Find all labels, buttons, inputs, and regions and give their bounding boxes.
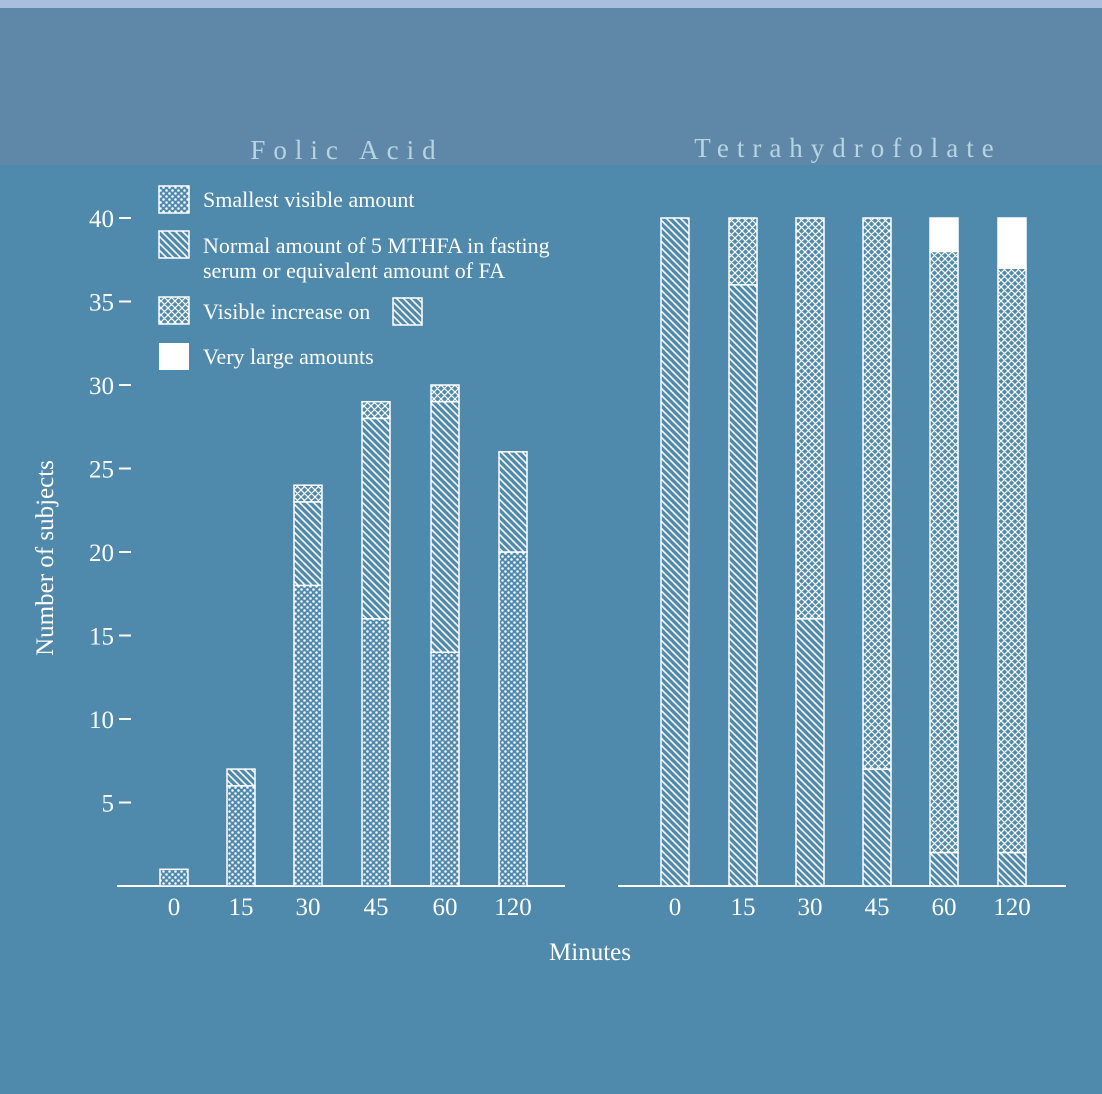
legend-swatch-cross [158, 296, 190, 325]
legend-label-cross: Visible increase on [203, 299, 370, 324]
x-tick-label-1-120: 120 [494, 894, 532, 921]
legend-item-solid: Very large amounts [159, 343, 374, 370]
x-tick-label-1-45: 45 [364, 894, 389, 921]
bars [159, 217, 1027, 887]
y-tick-label-20: 20 [89, 540, 114, 567]
bar-1-15-dots [226, 785, 256, 887]
bar-1-45-hatch [361, 417, 391, 620]
bar-1-30-cross [293, 484, 323, 503]
y-tick-label-40: 40 [89, 206, 114, 233]
legend: Smallest visible amount Normal amount of… [158, 185, 550, 370]
x-tick-label-1-30: 30 [296, 894, 321, 921]
bar-1-60-hatch [430, 400, 460, 653]
bar-2-120-solid [997, 217, 1027, 269]
bar-2-60-solid [929, 217, 959, 253]
legend-label-hatch-line2: serum or equivalent amount of FA [203, 258, 505, 283]
legend-item-dots: Smallest visible amount [158, 185, 414, 214]
legend-inline-hatch-swatch [392, 297, 423, 326]
bar-2-45-hatch [862, 768, 892, 887]
x-tick-label-2-15: 15 [731, 894, 756, 921]
bar-1-60-dots [430, 651, 460, 887]
legend-swatch-dots [158, 185, 190, 214]
x-tick-label-1-60: 60 [433, 894, 458, 921]
bar-2-120-hatch [997, 851, 1027, 887]
y-tick-label-10: 10 [89, 707, 114, 734]
bar-2-30-cross [795, 217, 825, 620]
legend-label-dots: Smallest visible amount [203, 187, 414, 212]
bar-2-0-hatch [660, 217, 690, 887]
y-tick-label-5: 5 [102, 791, 115, 818]
panel-title-tetrahydrofolate: Tetrahydrofolate [694, 133, 1002, 163]
bar-1-30-dots [293, 584, 323, 887]
x-tick-label-2-45: 45 [865, 894, 890, 921]
bar-1-120-dots [498, 551, 528, 887]
bar-1-60-cross [430, 384, 460, 403]
bar-2-120-cross [997, 267, 1027, 854]
bar-2-15-hatch [728, 284, 758, 887]
bar-1-30-hatch [293, 501, 323, 587]
legend-label-hatch-line1: Normal amount of 5 MTHFA in fasting [203, 233, 550, 258]
header-band [0, 0, 1102, 165]
y-tick-label-30: 30 [89, 373, 114, 400]
legend-item-cross: Visible increase on [158, 296, 423, 326]
y-tick-label-25: 25 [89, 457, 114, 484]
bar-2-45-cross [862, 217, 892, 770]
axes: 5 10 15 20 25 30 35 40 0 15 30 45 60 120 0 15 30 45 60 120 [89, 206, 1066, 921]
x-tick-label-2-60: 60 [932, 894, 957, 921]
x-tick-label-2-0: 0 [669, 894, 682, 921]
legend-label-solid: Very large amounts [203, 344, 374, 369]
x-tick-label-2-30: 30 [798, 894, 823, 921]
bar-1-15-hatch [226, 768, 256, 787]
legend-item-hatch: Normal amount of 5 MTHFA in fasting seru… [158, 230, 550, 283]
x-axis-title: Minutes [549, 939, 631, 966]
y-axis-title: Number of subjects [32, 460, 59, 656]
legend-swatch-hatch [158, 230, 190, 259]
bar-2-60-cross [929, 250, 959, 854]
x-tick-label-1-15: 15 [229, 894, 254, 921]
legend-swatch-solid [159, 343, 189, 370]
x-tick-label-2-120: 120 [993, 894, 1031, 921]
x-tick-label-1-0: 0 [168, 894, 181, 921]
bar-1-120-hatch [498, 451, 528, 553]
bar-2-15-cross [728, 217, 758, 286]
bar-1-0-dots [159, 868, 189, 887]
bar-2-60-hatch [929, 851, 959, 887]
panel-title-folic-acid: Folic Acid [250, 135, 443, 165]
bar-1-45-dots [361, 618, 391, 887]
y-tick-label-35: 35 [89, 290, 114, 317]
bar-2-30-hatch [795, 618, 825, 887]
top-edge [0, 0, 1102, 8]
y-tick-label-15: 15 [89, 624, 114, 651]
bar-1-45-cross [361, 400, 391, 420]
